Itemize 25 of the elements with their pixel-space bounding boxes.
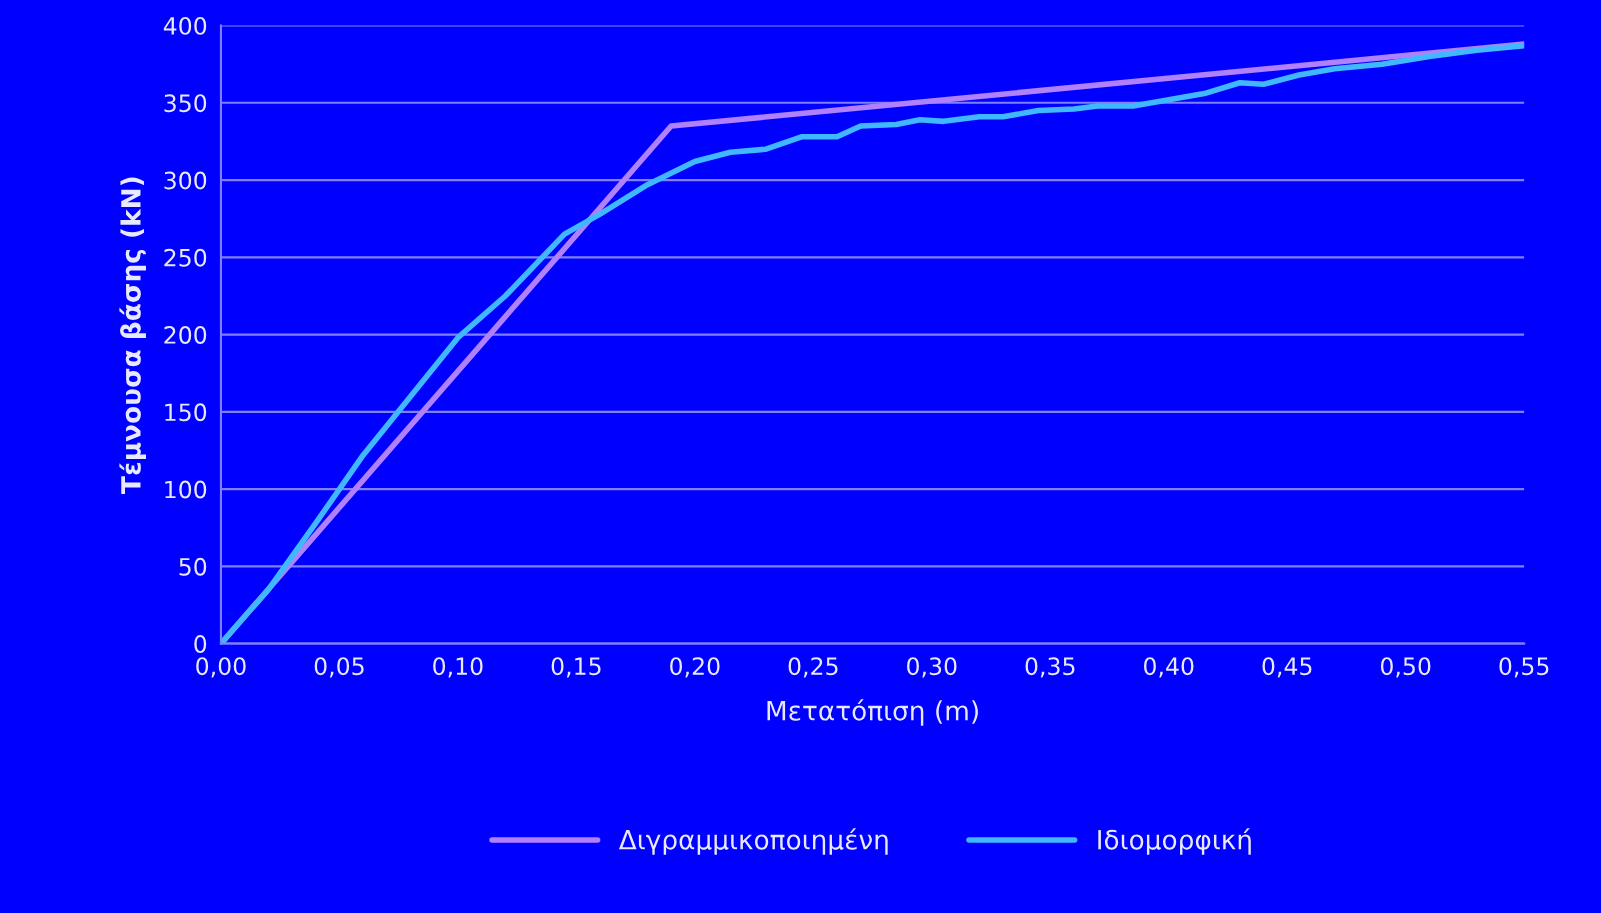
y-tick-label: 250	[164, 248, 207, 267]
y-axis-title: Τέμνουσα βάσης (kN)	[119, 177, 147, 494]
x-tick-label: 0,35	[1025, 657, 1075, 678]
x-tick-label: 0,30	[907, 657, 957, 678]
x-tick-label: 0,00	[196, 657, 246, 678]
x-tick-label: 0,40	[1144, 657, 1194, 678]
y-tick-label: 400	[163, 17, 207, 35]
legend-label: Ιδιομορφική	[1098, 828, 1251, 855]
y-tick-label: 150	[165, 403, 207, 422]
x-tick-label: 0,15	[551, 657, 601, 678]
x-tick-label: 0,45	[1262, 657, 1312, 678]
y-tick-label: 100	[165, 480, 207, 499]
y-tick-label: 0	[194, 635, 207, 653]
x-tick-label: 0,20	[670, 657, 720, 678]
x-tick-label: 0,25	[788, 657, 838, 678]
y-tick-label: 350	[164, 94, 207, 113]
y-tick-label: 50	[179, 557, 207, 576]
x-tick-label: 0,05	[314, 657, 364, 678]
x-tick-label: 0,55	[1499, 657, 1549, 678]
x-tick-label: 0,10	[433, 657, 483, 678]
y-tick-label: 300	[164, 171, 207, 190]
y-tick-label: 200	[164, 326, 207, 344]
x-axis-title: Μετατόπιση (m)	[767, 699, 978, 726]
x-tick-label: 0,50	[1380, 657, 1431, 678]
legend-label: Διγραμμικοποιημένη	[618, 828, 888, 855]
